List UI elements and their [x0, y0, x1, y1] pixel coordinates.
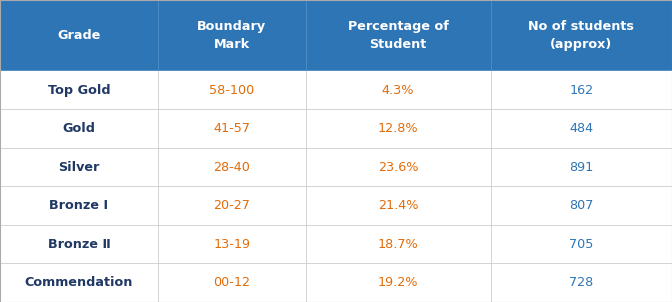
Text: Commendation: Commendation — [25, 276, 133, 289]
Bar — [0, 148, 672, 186]
Text: 28-40: 28-40 — [214, 161, 250, 174]
Text: 162: 162 — [569, 84, 593, 97]
Bar — [0, 263, 672, 302]
Bar — [0, 71, 672, 110]
Bar — [0, 186, 672, 225]
Text: Bronze Ⅰ: Bronze Ⅰ — [50, 199, 108, 212]
Text: 705: 705 — [569, 238, 593, 251]
Text: 484: 484 — [569, 122, 593, 135]
Text: 728: 728 — [569, 276, 593, 289]
Text: 41-57: 41-57 — [213, 122, 251, 135]
Text: 20-27: 20-27 — [214, 199, 250, 212]
Bar — [0, 0, 672, 71]
Text: 891: 891 — [569, 161, 593, 174]
Text: 23.6%: 23.6% — [378, 161, 419, 174]
Text: Top Gold: Top Gold — [48, 84, 110, 97]
Text: Gold: Gold — [62, 122, 95, 135]
Text: Percentage of
Student: Percentage of Student — [347, 20, 449, 51]
Text: 58-100: 58-100 — [209, 84, 255, 97]
Text: 807: 807 — [569, 199, 593, 212]
Text: 4.3%: 4.3% — [382, 84, 415, 97]
Text: 18.7%: 18.7% — [378, 238, 419, 251]
Text: 19.2%: 19.2% — [378, 276, 419, 289]
Bar — [0, 110, 672, 148]
Text: 00-12: 00-12 — [213, 276, 251, 289]
Text: Boundary
Mark: Boundary Mark — [198, 20, 266, 51]
Text: 13-19: 13-19 — [213, 238, 251, 251]
Text: 12.8%: 12.8% — [378, 122, 419, 135]
Text: 21.4%: 21.4% — [378, 199, 419, 212]
Text: Silver: Silver — [58, 161, 99, 174]
Bar — [0, 225, 672, 263]
Text: Bronze Ⅱ: Bronze Ⅱ — [48, 238, 110, 251]
Text: No of students
(approx): No of students (approx) — [528, 20, 634, 51]
Text: Grade: Grade — [57, 29, 101, 42]
